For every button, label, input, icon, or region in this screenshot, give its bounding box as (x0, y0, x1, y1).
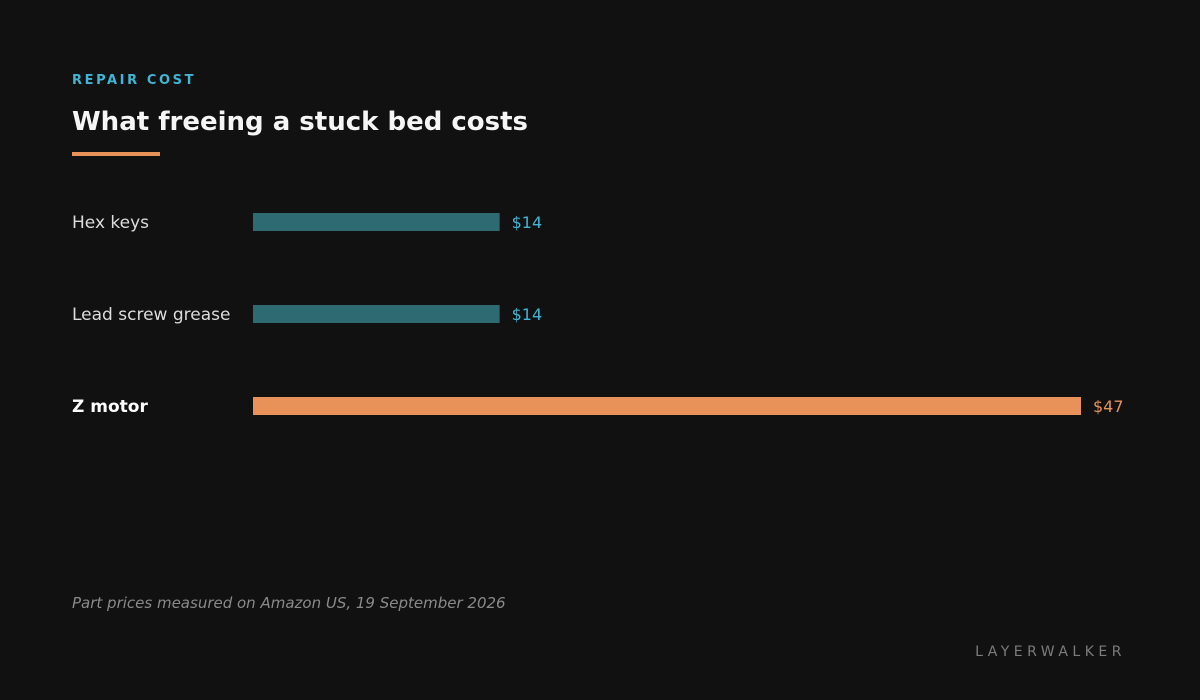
bar (253, 213, 500, 231)
title-underline (72, 152, 160, 156)
value-label: $14 (512, 213, 543, 232)
category-label: Z motor (72, 397, 148, 417)
category-label: Lead screw grease (72, 305, 230, 325)
bar (253, 397, 1081, 415)
bar (253, 305, 500, 323)
value-label: $47 (1093, 397, 1124, 416)
bar-chart: Hex keys $14 Lead screw grease $14 Z motor $4… (72, 213, 1124, 417)
category-label: Hex keys (72, 213, 149, 233)
chart-kicker: REPAIR COST (72, 73, 197, 88)
value-label: $14 (512, 305, 543, 324)
brand-wordmark: LAYERWALKER (975, 644, 1126, 660)
chart-title: What freeing a stuck bed costs (72, 107, 529, 137)
source-footnote: Part prices measured on Amazon US, 19 Se… (72, 594, 506, 612)
